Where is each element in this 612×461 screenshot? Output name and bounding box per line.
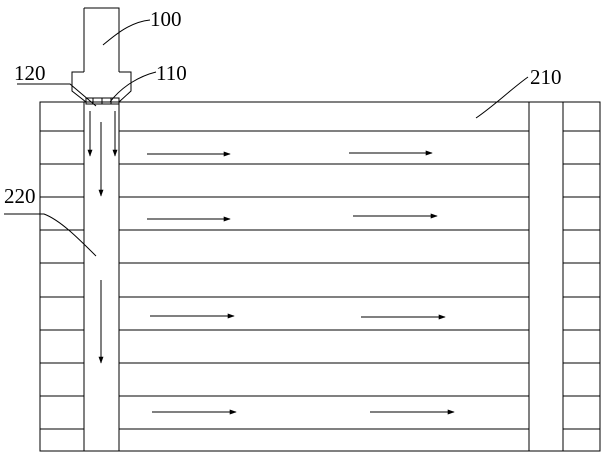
panel-body xyxy=(39,101,601,452)
leader-line-210 xyxy=(475,76,529,119)
nozzle-head-shoulder xyxy=(71,71,132,103)
label-100: 100 xyxy=(150,7,182,31)
nozzle-head-stem xyxy=(83,7,120,72)
label-210: 210 xyxy=(530,65,562,89)
panel-dividers xyxy=(40,130,600,430)
label-220: 220 xyxy=(4,184,36,208)
label-110: 110 xyxy=(156,61,187,85)
label-120: 120 xyxy=(14,61,46,85)
leader-line-120 xyxy=(17,83,97,107)
leader-line-110 xyxy=(109,71,157,103)
flow-arrows xyxy=(87,111,455,415)
leader-line-100 xyxy=(102,19,151,46)
leader-line-220 xyxy=(4,213,97,257)
